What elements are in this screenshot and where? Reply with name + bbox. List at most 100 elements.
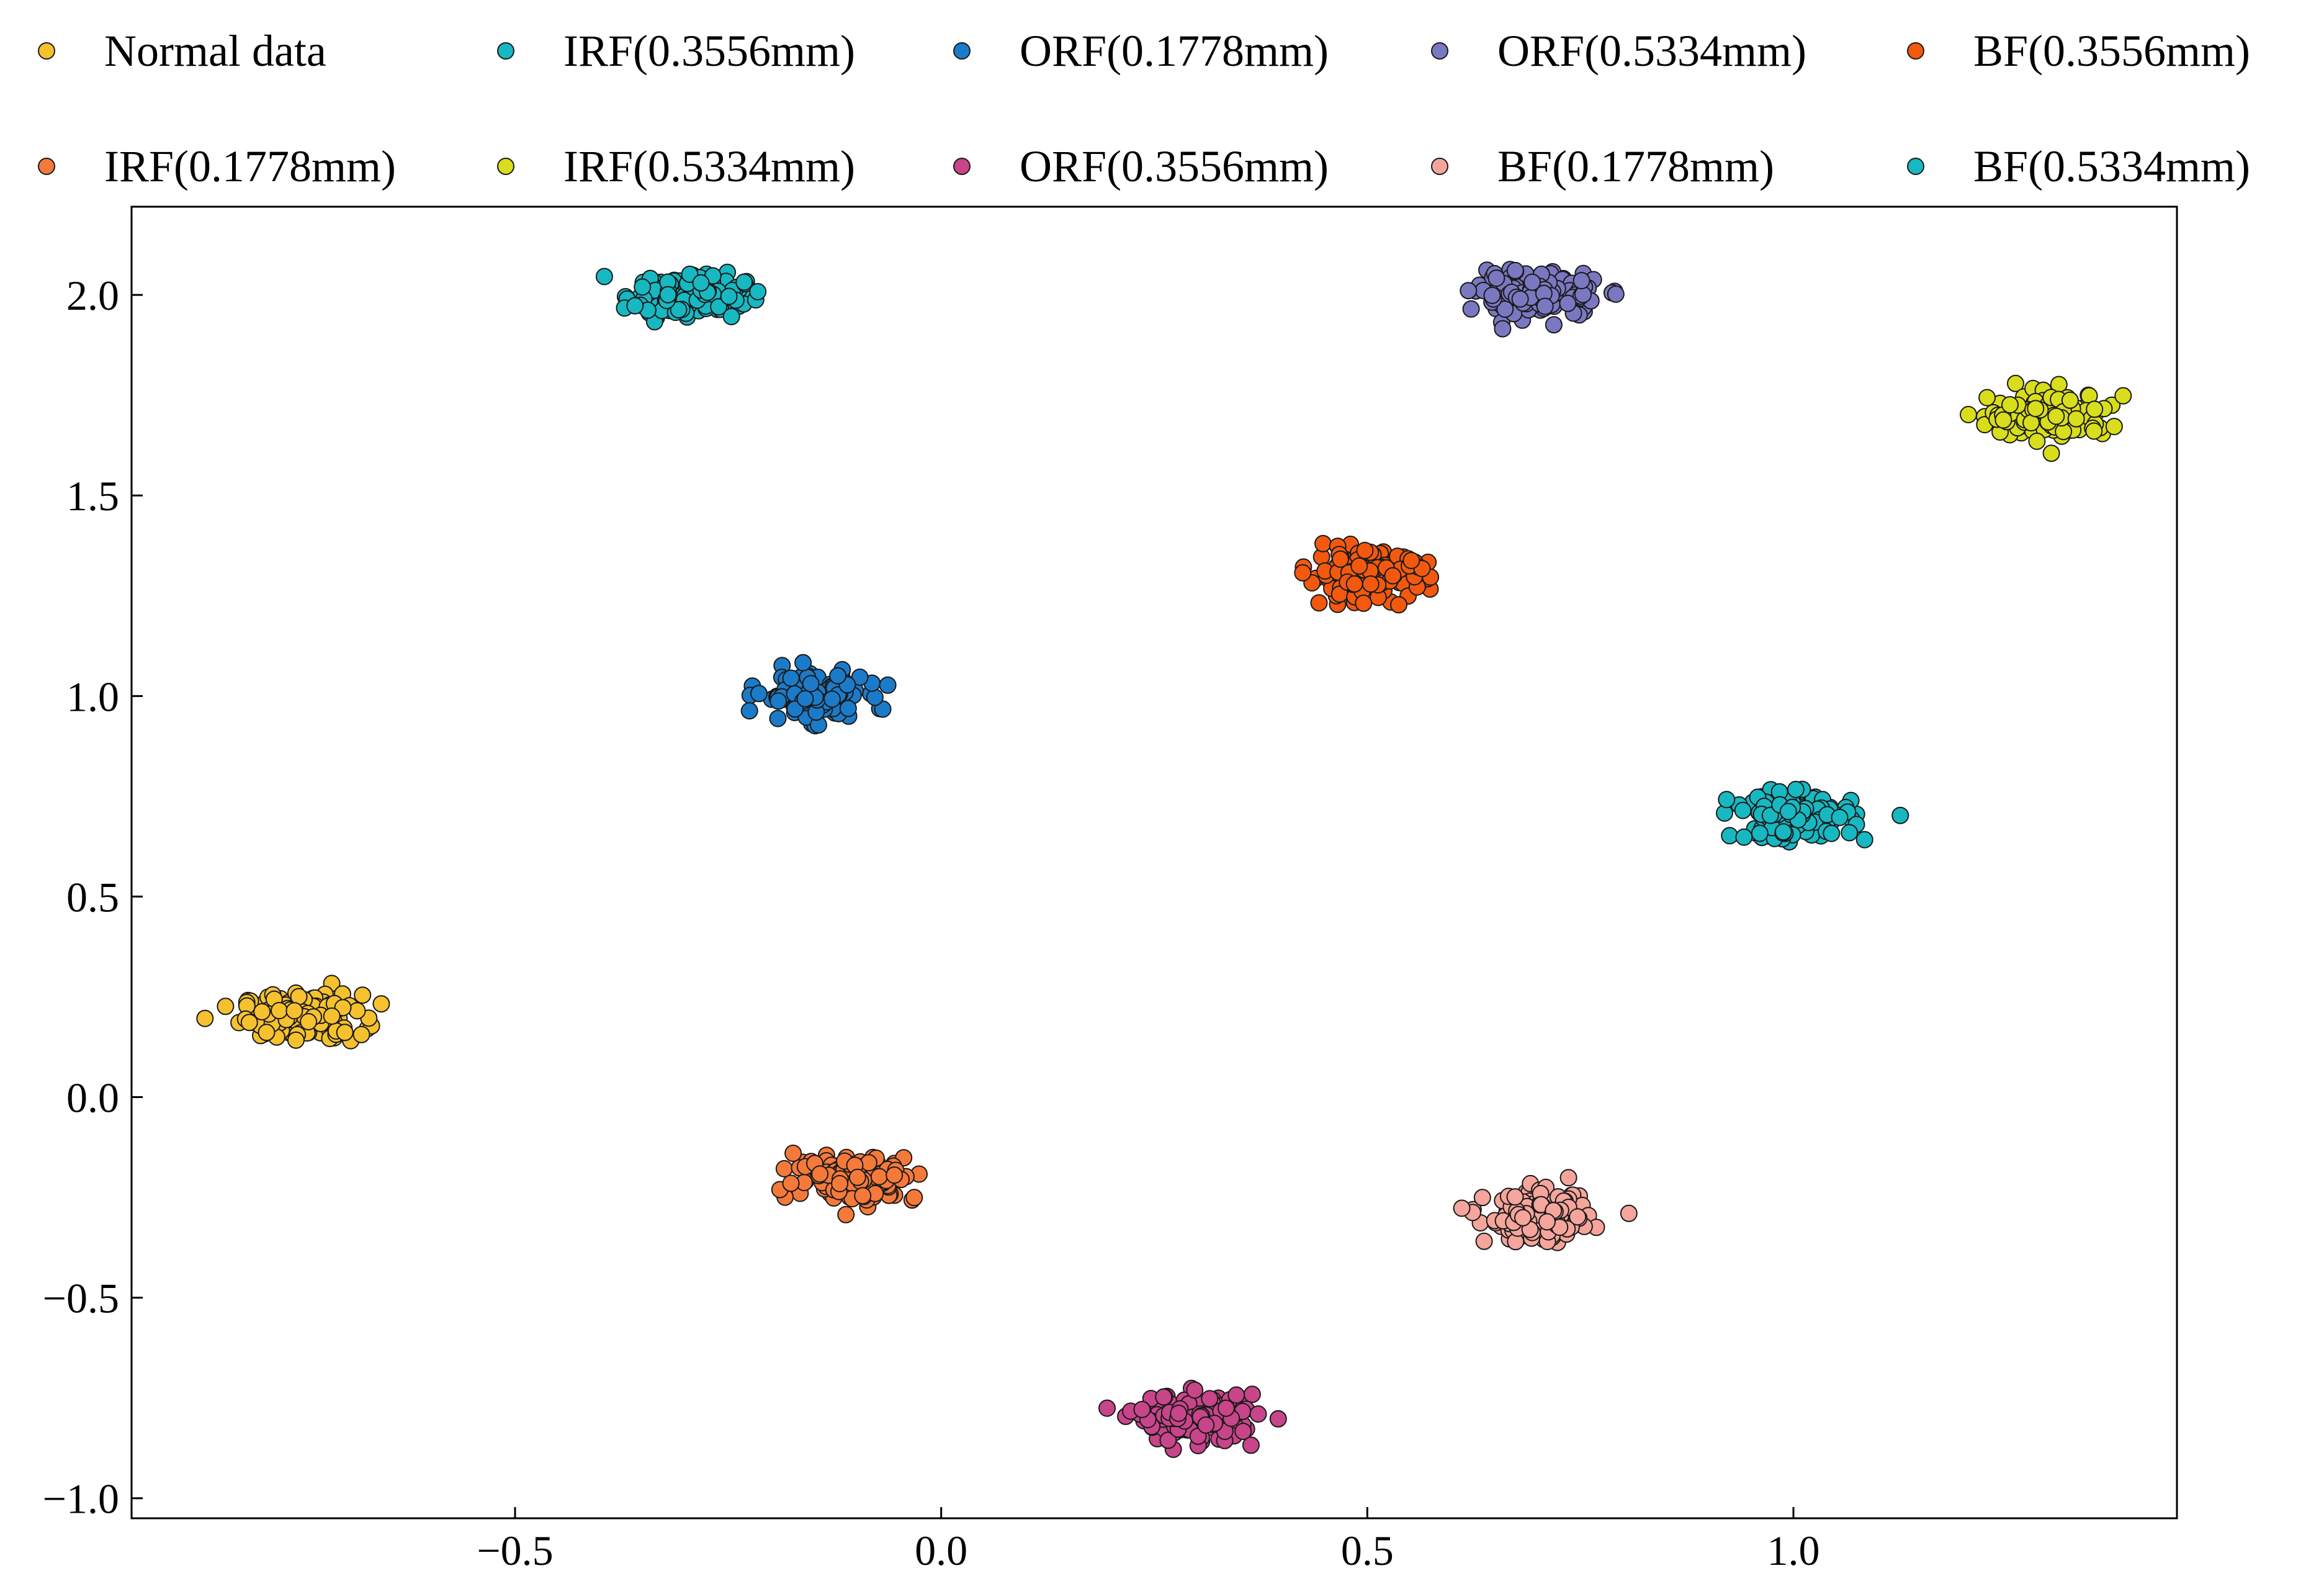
scatter-point — [1133, 1400, 1151, 1418]
scatter-point — [1402, 552, 1420, 569]
scatter-point — [271, 1002, 288, 1020]
scatter-point — [1098, 1399, 1116, 1417]
scatter-point — [2114, 387, 2132, 405]
scatter-point — [1159, 1431, 1177, 1449]
scatter-point — [285, 1002, 303, 1020]
scatter-point — [1294, 564, 1312, 582]
scatter-point — [1891, 806, 1909, 824]
legend-item: ORF(0.5334mm) — [1431, 26, 1806, 76]
scatter-point — [1523, 273, 1541, 291]
legend-item: BF(0.1778mm) — [1431, 142, 1774, 191]
scatter-point — [1483, 286, 1501, 304]
legend-marker — [497, 42, 514, 60]
scatter-point — [1545, 316, 1563, 334]
scatter-point — [1186, 1381, 1204, 1399]
legend-item: BF(0.5334mm) — [1907, 142, 2250, 191]
scatter-point — [796, 690, 814, 708]
scatter-point — [1734, 801, 1752, 819]
scatter-point — [750, 685, 768, 703]
scatter-point — [1473, 1189, 1491, 1207]
scatter-point — [1607, 285, 1625, 303]
scatter-point — [1506, 261, 1524, 279]
scatter-point — [1569, 1208, 1587, 1226]
scatter-point — [336, 1024, 354, 1042]
x-tick-label: 1.0 — [1767, 1527, 1820, 1574]
scatter-point — [837, 1205, 855, 1223]
scatter-point — [1332, 550, 1349, 568]
scatter-point — [1243, 1385, 1261, 1403]
legend-marker — [1907, 158, 1924, 175]
series-5-points — [771, 1145, 928, 1223]
scatter-point — [782, 1174, 800, 1192]
legend-marker — [1431, 158, 1448, 175]
legend-marker — [38, 42, 55, 60]
scatter-point — [710, 298, 728, 316]
scatter-point — [1217, 1399, 1235, 1417]
scatter-point — [848, 1168, 866, 1186]
x-tick-label: −0.5 — [477, 1527, 553, 1574]
scatter-point — [829, 667, 847, 685]
plot-points — [196, 261, 2132, 1458]
y-tick-label: 1.0 — [66, 673, 119, 720]
scatter-point — [2027, 400, 2045, 418]
scatter-point — [1170, 1404, 1188, 1422]
scatter-point — [1620, 1204, 1638, 1222]
series-4-points — [1294, 534, 1440, 614]
scatter-point — [1197, 1416, 1215, 1434]
series-8-points — [1453, 1169, 1638, 1251]
scatter-point — [794, 654, 812, 672]
scatter-point — [2028, 432, 2046, 450]
legend-item: Normal data — [38, 26, 326, 76]
scatter-point — [722, 308, 740, 325]
scatter-point — [253, 1003, 271, 1020]
scatter-point — [372, 995, 390, 1013]
series-0-points — [196, 975, 390, 1050]
scatter-point — [823, 690, 841, 708]
scatter-point — [905, 1189, 923, 1207]
scatter-point — [2001, 396, 2019, 414]
y-tick-label: 0.5 — [66, 873, 119, 921]
scatter-point — [1355, 594, 1373, 612]
scatter-point — [1249, 1405, 1267, 1423]
scatter-point — [782, 669, 800, 687]
scatter-point — [240, 1014, 258, 1032]
scatter-point — [1511, 290, 1529, 308]
scatter-point — [854, 1187, 872, 1205]
scatter-point — [886, 1166, 904, 1184]
scatter-point — [775, 1159, 793, 1177]
scatter-point — [1721, 827, 1739, 845]
series-6-points — [1960, 374, 2132, 462]
scatter-point — [1841, 824, 1859, 842]
legend-label: IRF(0.5334mm) — [563, 142, 855, 191]
y-tick-label: 0.0 — [66, 1074, 119, 1122]
scatter-point — [1823, 824, 1841, 842]
series-1-points — [595, 263, 767, 331]
legend-marker — [1431, 42, 1448, 60]
y-tick-label: −1.0 — [43, 1475, 119, 1523]
scatter-point — [1735, 828, 1753, 846]
scatter-point — [1751, 824, 1769, 842]
series-3-points — [1460, 261, 1625, 338]
scatter-point — [2086, 400, 2104, 418]
scatter-point — [1514, 1209, 1532, 1227]
scatter-point — [1350, 557, 1368, 575]
scatter-point — [1345, 575, 1363, 593]
scatter-point — [1201, 1390, 1219, 1408]
scatter-point — [634, 278, 652, 296]
legend-item: ORF(0.3556mm) — [953, 142, 1329, 191]
scatter-point — [659, 286, 677, 304]
scatter-point — [1994, 411, 2012, 429]
legend-label: BF(0.1778mm) — [1497, 142, 1774, 191]
scatter-point — [749, 282, 767, 300]
legend-label: ORF(0.3556mm) — [1020, 142, 1329, 191]
legend-marker — [497, 158, 514, 175]
scatter-point — [866, 688, 884, 706]
legend-label: BF(0.5334mm) — [1973, 142, 2250, 191]
legend-item: IRF(0.1778mm) — [38, 142, 396, 191]
scatter-point — [287, 1031, 305, 1049]
scatter-point — [1242, 1436, 1260, 1454]
scatter-point — [720, 287, 738, 305]
scatter-point — [1384, 567, 1402, 585]
scatter-point — [1462, 300, 1480, 318]
